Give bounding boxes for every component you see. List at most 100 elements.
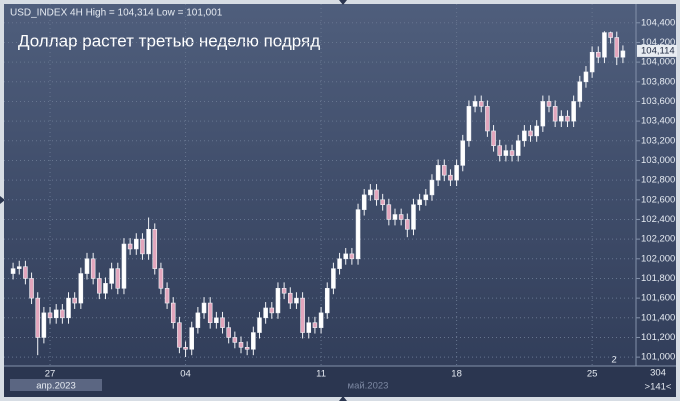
candle-body [275,287,281,314]
last-price-box [637,44,677,57]
candle-body [417,199,422,206]
candle-body [448,174,453,181]
candle-body [577,81,583,102]
status-scroll: >141< [645,382,672,393]
candle-body [294,297,299,304]
y-tick-label: 102,600 [641,194,675,205]
candle-body [614,37,620,58]
candle-body [10,268,16,274]
candle-body [503,150,509,156]
candle-body [269,307,275,314]
candle-body [343,253,348,260]
chart-title: Доллар растет третью неделю подряд [18,31,320,50]
month-label: апр.2023 [36,381,75,392]
candle-body [41,312,47,338]
candle-body [207,302,213,324]
marker [0,196,5,204]
candle-body [66,297,71,319]
marker [339,396,347,401]
status-bars: 304 [650,368,666,379]
y-tick-label: 101,600 [641,293,675,304]
candle-body [189,327,194,350]
candle-body [337,258,342,269]
candle-body [127,243,133,250]
candle-body [429,179,435,196]
y-tick-label: 104,200 [641,37,675,48]
y-tick-label: 103,600 [641,96,675,107]
y-tick-label: 104,000 [641,57,675,68]
y-tick-label: 101,400 [641,312,675,323]
time-axis-bar [4,366,676,397]
candle-body [238,342,244,348]
x-tick-label: 11 [316,369,326,380]
candle-body [472,101,478,107]
candle-body [78,273,84,304]
x-tick-label: 25 [587,369,598,380]
candle-body [515,140,521,156]
y-tick-label: 101,200 [641,332,675,343]
candle-body [355,209,361,260]
y-tick-label: 101,000 [641,352,675,363]
candle-body [90,258,96,279]
candle-body [454,165,459,181]
y-tick-label: 103,800 [641,76,675,87]
candle-body [251,332,256,350]
candle-body [103,283,108,294]
candle-body [53,309,59,319]
candle-body [559,115,564,122]
candle-body [589,51,595,73]
candle-body [121,243,127,289]
candle-body [423,194,429,201]
candle-body [226,327,231,338]
candle-body [288,292,293,304]
x-tick-label: 04 [180,369,191,380]
candle-body [491,130,496,147]
candle-body [152,228,158,269]
candle-body [583,71,589,83]
candle-body [97,278,102,294]
candle-body [596,51,601,58]
x-tick-label: 18 [451,369,462,380]
candle-body [608,32,613,38]
y-tick-label: 102,000 [641,253,675,264]
candle-body [115,268,121,289]
candle-body [380,199,385,206]
candle-body [485,106,490,132]
candle-body [60,309,65,319]
candle-body [140,238,145,255]
candle-body [324,287,330,314]
y-tick-label: 102,800 [641,175,675,186]
candle-body [368,189,373,196]
candle-body [170,302,176,324]
candle-body [306,322,312,333]
candle-body [411,204,416,230]
y-tick-label: 102,200 [641,234,675,245]
candle-body [244,346,250,350]
candle-body [263,307,268,319]
candle-body [546,101,552,107]
candle-body [220,317,225,328]
candle-body [312,322,318,328]
y-tick-label: 104,400 [641,17,675,28]
chart-background [4,4,676,397]
candle-body [602,32,607,58]
candle-body [195,312,201,328]
candle-body [158,268,164,289]
candle-body [146,228,151,255]
candle-body [398,214,404,220]
candle-body [392,214,398,220]
x-tick-label: 27 [45,369,56,380]
y-tick-label: 101,800 [641,273,675,284]
candle-body [300,297,305,333]
candle-body [386,204,392,220]
status-marker: 2 [611,355,616,366]
last-price-label: 104,114 [641,45,675,56]
y-tick-label: 103,200 [641,135,675,146]
candle-body [460,140,466,166]
candle-body [534,125,539,137]
candle-body [349,253,355,260]
candle-body [29,278,34,299]
candle-body [620,50,626,58]
candle-body [361,194,367,210]
